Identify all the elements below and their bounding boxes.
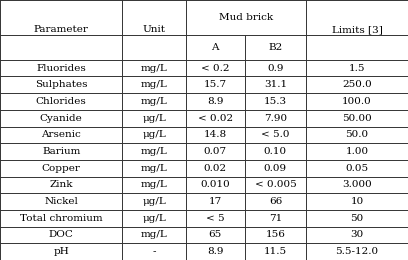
Text: 0.09: 0.09 [264, 164, 287, 173]
Text: A: A [211, 43, 219, 52]
Text: 0.9: 0.9 [267, 64, 284, 73]
Text: 15.3: 15.3 [264, 97, 287, 106]
Text: 0.02: 0.02 [204, 164, 227, 173]
Text: 250.0: 250.0 [342, 80, 372, 89]
Text: Sulphates: Sulphates [35, 80, 87, 89]
Text: 156: 156 [266, 230, 285, 239]
Text: μg/L: μg/L [142, 130, 166, 139]
Text: mg/L: mg/L [141, 180, 167, 190]
Text: 0.010: 0.010 [200, 180, 230, 190]
Text: μg/L: μg/L [142, 114, 166, 123]
Text: 100.0: 100.0 [342, 97, 372, 106]
Text: DOC: DOC [49, 230, 73, 239]
Text: mg/L: mg/L [141, 230, 167, 239]
Text: < 0.2: < 0.2 [201, 64, 229, 73]
Text: 15.7: 15.7 [204, 80, 227, 89]
Text: 50.0: 50.0 [346, 130, 368, 139]
Text: 66: 66 [269, 197, 282, 206]
Text: Arsenic: Arsenic [41, 130, 81, 139]
Text: mg/L: mg/L [141, 147, 167, 156]
Text: μg/L: μg/L [142, 214, 166, 223]
Text: 31.1: 31.1 [264, 80, 287, 89]
Text: 50: 50 [350, 214, 364, 223]
Text: mg/L: mg/L [141, 164, 167, 173]
Text: μg/L: μg/L [142, 197, 166, 206]
Text: mg/L: mg/L [141, 80, 167, 89]
Text: 0.07: 0.07 [204, 147, 227, 156]
Text: Chlorides: Chlorides [36, 97, 86, 106]
Text: Barium: Barium [42, 147, 80, 156]
Text: 11.5: 11.5 [264, 247, 287, 256]
Text: 1.5: 1.5 [349, 64, 365, 73]
Text: Parameter: Parameter [34, 25, 89, 34]
Text: 5.5-12.0: 5.5-12.0 [335, 247, 379, 256]
Text: Copper: Copper [42, 164, 81, 173]
Text: 65: 65 [208, 230, 222, 239]
Text: Fluorides: Fluorides [36, 64, 86, 73]
Text: -: - [152, 247, 156, 256]
Text: 10: 10 [350, 197, 364, 206]
Text: Nickel: Nickel [44, 197, 78, 206]
Text: 14.8: 14.8 [204, 130, 227, 139]
Text: Total chromium: Total chromium [20, 214, 102, 223]
Text: mg/L: mg/L [141, 64, 167, 73]
Text: mg/L: mg/L [141, 97, 167, 106]
Text: Cyanide: Cyanide [40, 114, 82, 123]
Text: < 0.005: < 0.005 [255, 180, 296, 190]
Text: 8.9: 8.9 [207, 247, 224, 256]
Text: < 0.02: < 0.02 [197, 114, 233, 123]
Text: Zink: Zink [49, 180, 73, 190]
Text: 0.10: 0.10 [264, 147, 287, 156]
Text: 50.00: 50.00 [342, 114, 372, 123]
Text: 30: 30 [350, 230, 364, 239]
Text: 3.000: 3.000 [342, 180, 372, 190]
Text: 7.90: 7.90 [264, 114, 287, 123]
Text: 0.05: 0.05 [346, 164, 368, 173]
Text: Mud brick: Mud brick [219, 13, 273, 22]
Text: < 5.0: < 5.0 [261, 130, 290, 139]
Text: Unit: Unit [142, 25, 166, 34]
Text: 1.00: 1.00 [346, 147, 368, 156]
Text: pH: pH [53, 247, 69, 256]
Text: Limits [3]: Limits [3] [332, 25, 382, 34]
Text: 17: 17 [208, 197, 222, 206]
Text: B2: B2 [268, 43, 282, 52]
Text: 71: 71 [269, 214, 282, 223]
Text: < 5: < 5 [206, 214, 224, 223]
Text: 8.9: 8.9 [207, 97, 224, 106]
